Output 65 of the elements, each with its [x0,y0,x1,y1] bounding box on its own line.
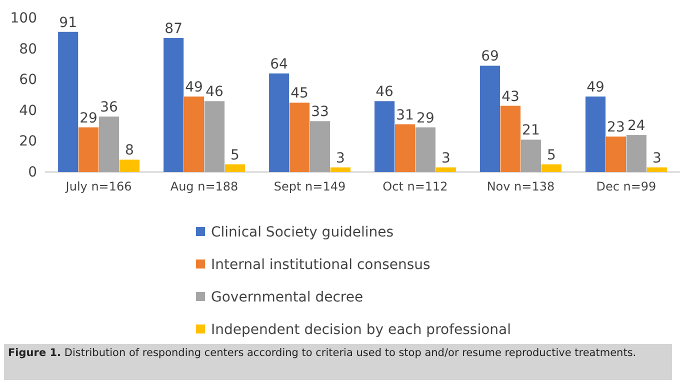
caption: Figure 1. Distribution of responding centers according to criteria used to stop and/or resume reproductive treatments. [8,347,636,359]
legend-label: Clinical Society guidelines [211,224,394,240]
data-label: 33 [311,104,329,120]
data-label: 46 [206,84,224,100]
legend-label: Independent decision by each professional [211,322,512,338]
data-label: 3 [441,150,450,166]
bar [184,96,204,172]
y-tick-label: 100 [10,10,37,26]
x-tick-label: Sept n=149 [274,180,346,194]
data-label: 64 [270,56,288,72]
bar [119,160,140,172]
bar [585,96,606,172]
bar [606,136,626,172]
data-label: 49 [185,80,203,96]
bar [289,102,310,172]
data-label: 87 [164,21,182,38]
bar [500,106,521,172]
y-tick-label: 40 [19,102,37,119]
data-label: 5 [546,147,556,164]
bar [394,124,416,172]
data-label: 36 [100,100,118,116]
bar [164,38,184,172]
bar [480,66,500,172]
y-tick-label: 60 [19,72,37,88]
data-label: 45 [290,86,308,102]
data-label: 29 [416,110,434,126]
bar [204,101,225,172]
data-label: 69 [481,48,499,65]
x-tick-label: Aug n=188 [170,180,238,194]
bar [58,32,78,172]
bar [520,140,541,172]
bar [224,164,246,172]
data-label: 43 [502,88,520,105]
bar [374,101,395,172]
data-label: 3 [652,150,662,166]
y-tick-label: 0 [28,164,37,180]
bar [415,127,436,172]
x-tick-label: Dec n=99 [596,180,656,194]
x-tick-label: Oct n=112 [382,180,448,194]
bar [78,127,99,172]
data-label: 23 [607,120,625,136]
bar [626,135,646,172]
legend-label: Internal institutional consensus [211,257,430,273]
data-label: 46 [376,84,394,100]
data-label: 24 [628,118,646,134]
bar [269,73,290,172]
data-label: 5 [230,147,240,164]
data-label: 91 [59,14,78,31]
y-tick-label: 20 [19,134,37,150]
y-tick-label: 80 [19,41,37,58]
x-tick-label: July n=166 [64,180,132,194]
data-label: 31 [396,107,414,124]
legend-label: Governmental decree [211,290,364,306]
bar [330,167,350,172]
bar [99,116,120,172]
x-tick-label: Nov n=138 [486,180,555,194]
data-label: 3 [336,150,345,166]
bar [646,167,667,172]
bar [541,164,562,172]
data-label: 8 [125,142,134,159]
data-label: 29 [80,110,98,126]
bar [436,167,456,172]
bar [310,121,330,172]
data-label: 49 [586,80,604,96]
data-label: 21 [522,122,540,139]
